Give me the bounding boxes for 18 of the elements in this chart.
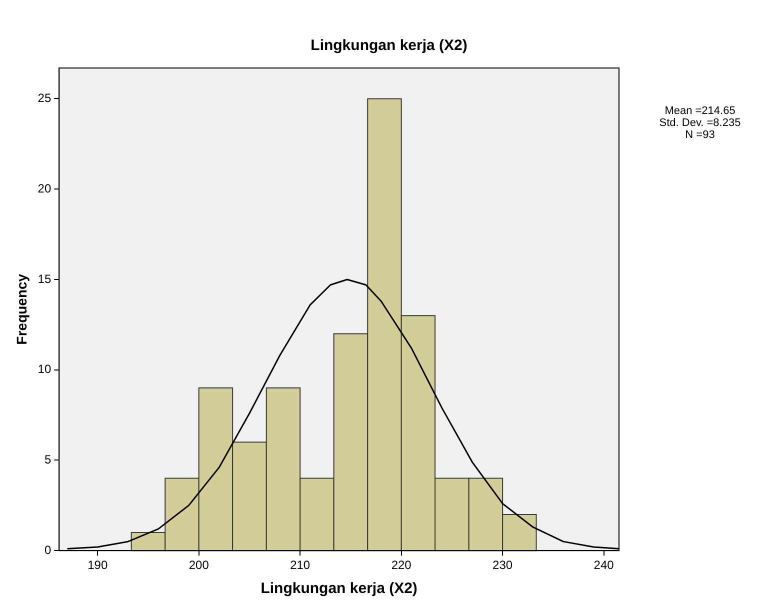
y-tick-label: 20 <box>38 181 52 196</box>
text: Std. Dev. =8.235 <box>659 117 741 129</box>
x-tick-label: 190 <box>88 558 108 572</box>
x-axis-title: Lingkungan kerja (X2) <box>260 580 418 598</box>
x-tick-label: 230 <box>492 558 513 572</box>
y-tick-label: 15 <box>38 272 52 286</box>
y-tick-label: 10 <box>38 362 52 376</box>
text: N =93 <box>685 129 715 141</box>
y-tick-label: 5 <box>44 452 52 467</box>
y-tick-label: 0 <box>44 542 52 557</box>
y-axis-title: Frequency <box>13 274 30 345</box>
x-tick-label: 200 <box>188 558 210 572</box>
x-tick-label: 220 <box>391 558 412 572</box>
chart-title: Lingkungan kerja (X2) <box>310 37 468 54</box>
x-tick-label: 210 <box>290 558 310 572</box>
x-tick-label: 240 <box>594 558 614 572</box>
y-tick-label: 25 <box>38 91 52 106</box>
text: Mean =214.65 <box>664 105 736 117</box>
